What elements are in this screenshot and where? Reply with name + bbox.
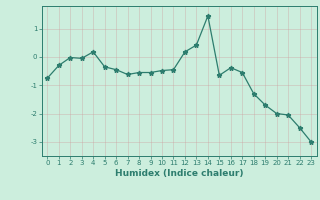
- X-axis label: Humidex (Indice chaleur): Humidex (Indice chaleur): [115, 169, 244, 178]
